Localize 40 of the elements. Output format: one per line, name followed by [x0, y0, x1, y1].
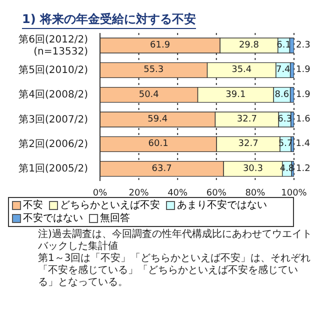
text: 注)過去調査は、今回調査の性年代構成比にあわせてウエイトバックした集計値: [38, 229, 312, 252]
y-tick-label: 第2回(2006/2): [18, 138, 88, 150]
x-tick-label: 100%: [281, 188, 308, 198]
x-tick-label: 40%: [168, 188, 188, 198]
data-label: 30.3: [242, 164, 263, 174]
legend-label: あまり不安ではない: [176, 199, 267, 212]
legend-label: 不安ではない: [22, 212, 83, 225]
data-label: 61.9: [150, 40, 170, 50]
data-label: 55.3: [144, 65, 164, 76]
data-label: 32.7: [236, 114, 257, 124]
data-label: 1.2: [296, 164, 310, 174]
data-label: 8.6: [274, 90, 290, 100]
data-label: 29.8: [238, 40, 260, 50]
y-tick-label: 第3回(2007/2): [18, 112, 88, 125]
data-label: 1.9: [296, 65, 311, 76]
data-label: 60.1: [148, 139, 168, 150]
legend-label: 不安: [22, 199, 43, 212]
data-label: 50.4: [138, 90, 160, 100]
legend-label: どちらかといえば不安: [59, 199, 160, 212]
text: 第1～3回は「不安」「どちらかといえば不安」は、それぞれ「不安を感じている」「どちらかといえば不安を感じている」となっている。: [38, 253, 312, 289]
data-label: 2.3: [296, 40, 310, 50]
data-label: 1.9: [296, 90, 311, 100]
data-label: 7.4: [276, 65, 291, 76]
legend-label: 無回答: [99, 212, 130, 225]
chart-title: 1) 将来の年金受給に対する不安: [22, 11, 196, 29]
x-tick-label: 20%: [128, 188, 150, 198]
data-label: 1.6: [296, 114, 311, 124]
y-tick-label: 第6回(2012/2) (n=13532): [18, 32, 88, 57]
data-label: 1.4: [296, 139, 310, 150]
data-label: 39.1: [226, 90, 246, 100]
data-label: 59.4: [148, 114, 168, 124]
data-label: 32.7: [238, 139, 258, 150]
data-label: 63.7: [152, 164, 172, 174]
x-tick-label: 80%: [245, 188, 266, 198]
y-tick-label: 第5回(2010/2): [18, 64, 88, 76]
y-tick-label: 第4回(2008/2): [18, 88, 88, 100]
y-tick-label: 第1回(2005/2): [18, 162, 88, 174]
x-tick-label: 60%: [206, 188, 227, 198]
x-tick-label: 0%: [92, 188, 108, 198]
data-label: 35.4: [232, 65, 252, 76]
